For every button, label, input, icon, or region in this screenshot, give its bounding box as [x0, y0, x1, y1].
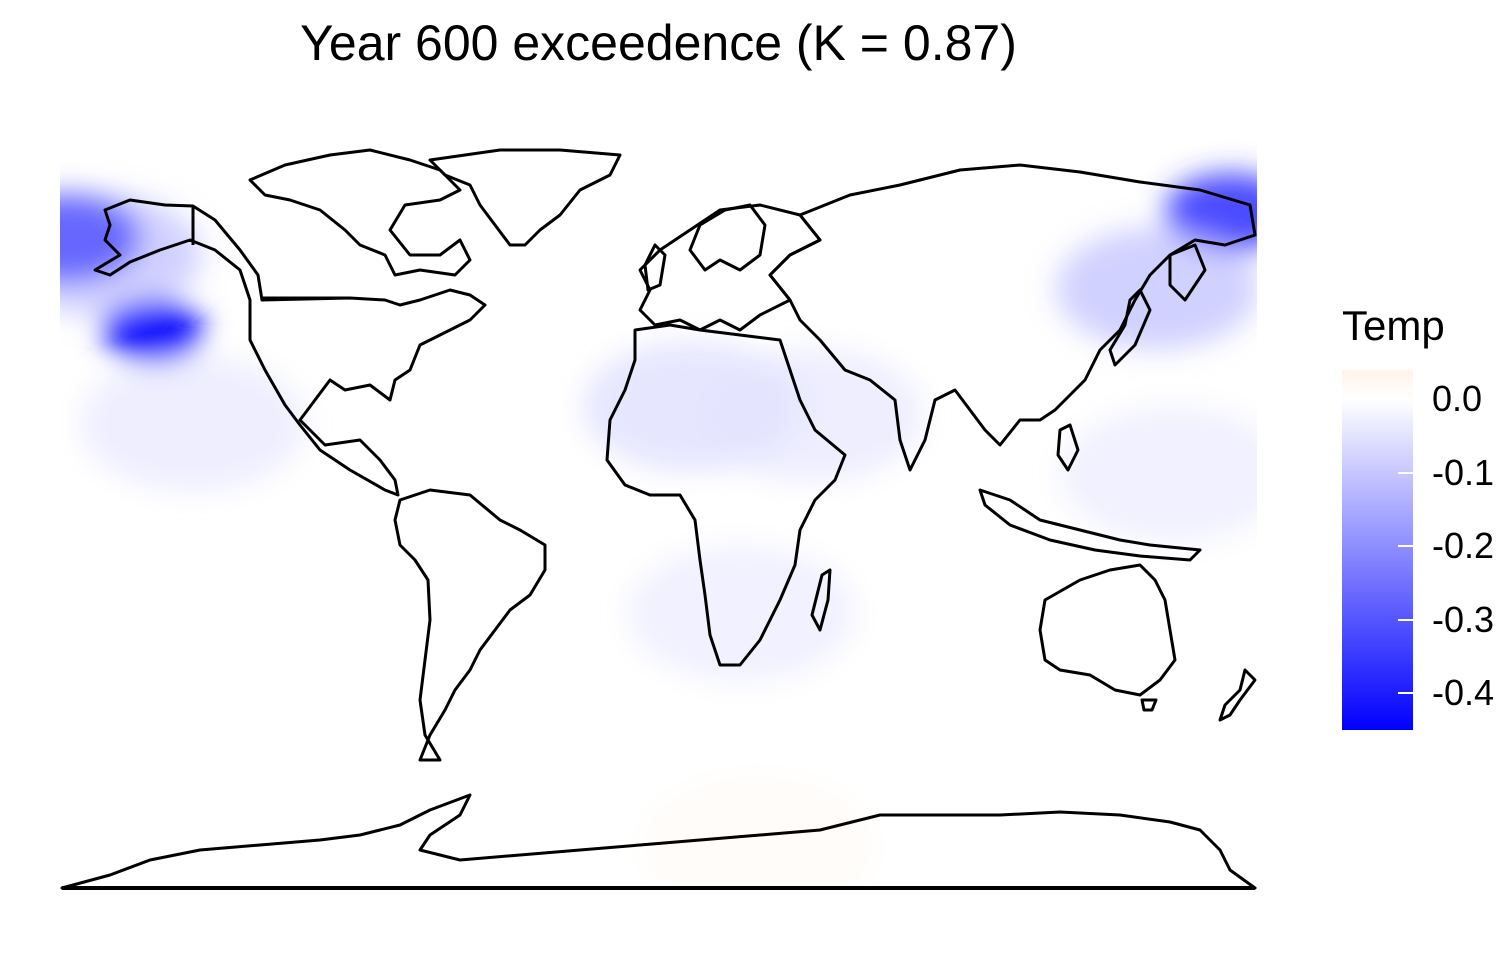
kamchatka-outline — [1168, 243, 1207, 302]
anomaly-field — [60, 173, 1257, 888]
asia-outline — [768, 163, 1257, 472]
anomaly-blob — [699, 347, 924, 483]
legend-tick — [1398, 471, 1413, 474]
us-canada-border — [191, 206, 350, 300]
tasmania-outline — [1140, 698, 1158, 712]
coastlines — [60, 148, 1257, 890]
anomaly-blob — [103, 300, 204, 361]
madagascar-outline — [810, 568, 832, 632]
legend-tick-label: -0.4 — [1432, 672, 1495, 714]
scandinavia-outline — [688, 203, 767, 272]
africa-outline — [605, 323, 847, 667]
legend-colorbar — [1342, 370, 1413, 730]
anomaly-blob — [627, 545, 856, 682]
legend-tick-label: -0.2 — [1432, 525, 1495, 567]
legend-tick — [1398, 618, 1413, 621]
map-background — [60, 128, 1257, 888]
legend-tick — [1398, 545, 1413, 548]
new-zealand-outline — [1218, 668, 1257, 722]
philippines-outline — [1056, 423, 1080, 472]
legend-title: Temp — [1342, 302, 1445, 349]
legend-tick — [1398, 692, 1413, 695]
anomaly-blob — [641, 775, 876, 888]
greenland-outline — [428, 148, 622, 247]
anomaly-blob — [60, 193, 140, 282]
arctic-islands-outline — [248, 148, 472, 277]
uk-outline — [643, 243, 667, 292]
japan-outline — [1108, 288, 1152, 367]
anomaly-blob — [1055, 227, 1257, 350]
anomaly-blob — [80, 356, 306, 491]
anomaly-blob — [1060, 405, 1257, 543]
legend-tick-label: 0.0 — [1432, 378, 1483, 420]
legend-tick-label: -0.3 — [1432, 598, 1495, 640]
antarctica-outline — [60, 793, 1257, 890]
chart-title: Year 600 exceedence (K = 0.87) — [300, 15, 1017, 71]
legend-tick-label: -0.1 — [1432, 451, 1495, 493]
south-america-outline — [393, 488, 547, 762]
legend-tick — [1398, 398, 1413, 401]
australia-outline — [1038, 563, 1177, 697]
indonesia-outline — [978, 488, 1202, 562]
